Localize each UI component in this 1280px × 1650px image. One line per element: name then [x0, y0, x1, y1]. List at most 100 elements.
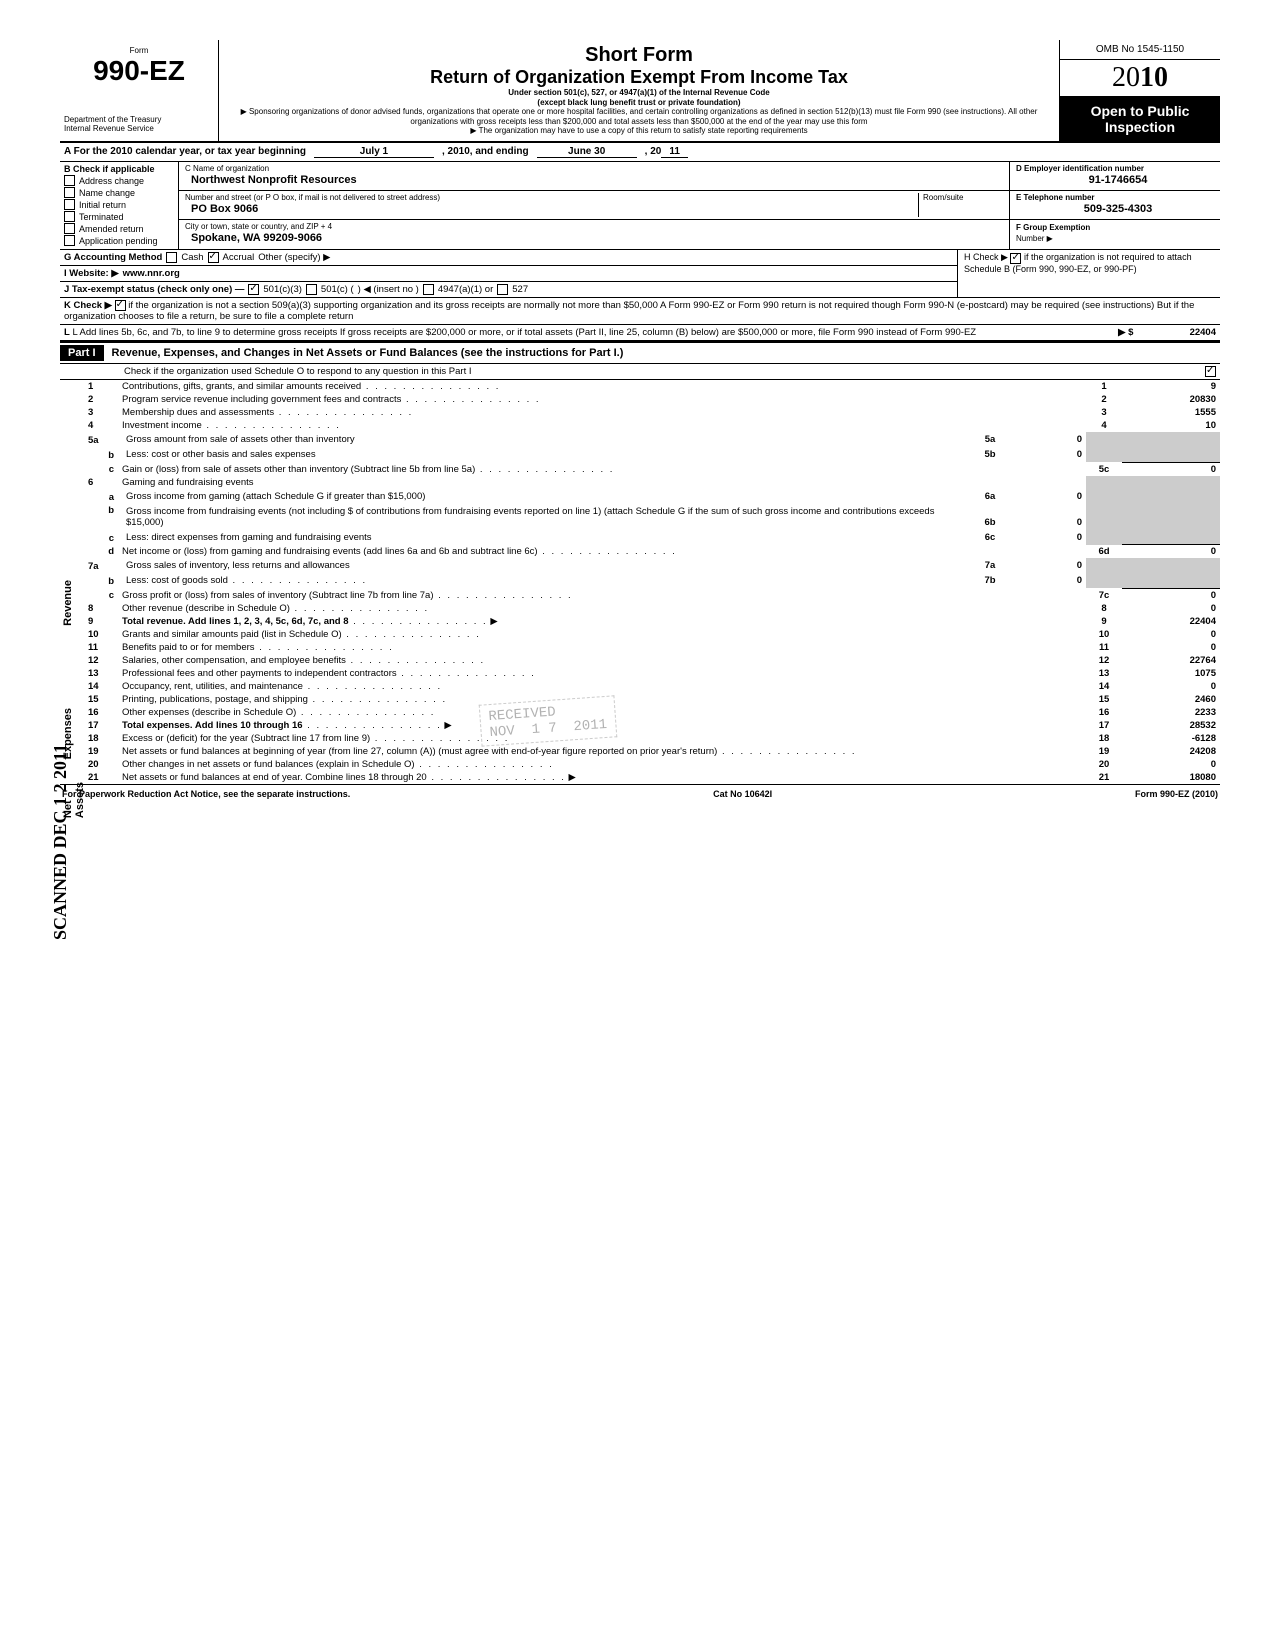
chk-4947[interactable] — [423, 284, 434, 295]
tax-year-end-month: June 30 — [537, 146, 637, 158]
open-to-public: Open to Public Inspection — [1060, 97, 1220, 141]
ein-value: 91-1746654 — [1016, 173, 1214, 188]
l-arrow: ▶ $ — [1118, 327, 1133, 338]
dept-line2: Internal Revenue Service — [64, 124, 154, 133]
row-a-text: A For the 2010 calendar year, or tax yea… — [64, 146, 306, 158]
footer-cat-no: Cat No 10642I — [713, 789, 772, 799]
j-label: J Tax-exempt status (check only one) — — [64, 284, 244, 295]
chk-initial-return[interactable]: Initial return — [64, 199, 174, 210]
dept-line1: Department of the Treasury — [64, 115, 161, 124]
chk-k[interactable] — [115, 300, 126, 311]
line-k: K Check ▶ if the organization is not a s… — [60, 298, 1220, 325]
line-13: 13Professional fees and other payments t… — [84, 667, 1220, 680]
line-l: L L Add lines 5b, 6c, and 7b, to line 9 … — [60, 325, 1220, 341]
form-page: SCANNED DEC 1 2 2011 Form 990-EZ Departm… — [60, 40, 1220, 803]
other-label: Other (specify) ▶ — [258, 252, 330, 263]
footer-left: For Paperwork Reduction Act Notice, see … — [62, 789, 350, 799]
year-prefix: 20 — [1112, 62, 1140, 93]
title-box: Short Form Return of Organization Exempt… — [219, 40, 1060, 141]
revenue-section: Revenue 1Contributions, gifts, grants, a… — [60, 380, 1220, 628]
line-g-accounting: G Accounting Method Cash Accrual Other (… — [60, 250, 957, 266]
chk-527[interactable] — [497, 284, 508, 295]
chk-cash[interactable] — [166, 252, 177, 263]
part1-title: Revenue, Expenses, and Changes in Net As… — [112, 347, 624, 359]
col-d-ids: D Employer identification number 91-1746… — [1010, 162, 1220, 249]
chk-label: Application pending — [79, 236, 158, 246]
k-label: K Check ▶ — [64, 300, 112, 311]
part1-check-line: Check if the organization used Schedule … — [60, 364, 1220, 380]
chk-label: Terminated — [79, 212, 124, 222]
right-box: OMB No 1545-1150 2010 Open to Public Ins… — [1060, 40, 1220, 141]
chk-name-change[interactable]: Name change — [64, 187, 174, 198]
chk-terminated[interactable]: Terminated — [64, 211, 174, 222]
chk-501c3[interactable] — [248, 284, 259, 295]
chk-amended[interactable]: Amended return — [64, 223, 174, 234]
org-city: Spokane, WA 99209-9066 — [185, 231, 1003, 246]
line-20: 20Other changes in net assets or fund ba… — [84, 758, 1220, 771]
dept-treasury: Department of the Treasury Internal Reve… — [64, 115, 214, 133]
row-a-yr-prefix: , 20 — [645, 146, 662, 158]
l-text: L Add lines 5b, 6c, and 7b, to line 9 to… — [72, 327, 976, 338]
line-12: 12Salaries, other compensation, and empl… — [84, 654, 1220, 667]
k-text: if the organization is not a section 509… — [64, 300, 1194, 322]
chk-501c[interactable] — [306, 284, 317, 295]
insert-no: ) ◀ (insert no ) — [358, 284, 419, 295]
line-10: 10Grants and similar amounts paid (list … — [84, 628, 1220, 641]
subtitle-except: (except black lung benefit trust or priv… — [229, 98, 1049, 108]
footer-form-id: Form 990-EZ (2010) — [1135, 789, 1218, 799]
netassets-label: Net Assets — [62, 782, 86, 818]
part1-header: Part I Revenue, Expenses, and Changes in… — [60, 341, 1220, 364]
accrual-label: Accrual — [223, 252, 255, 263]
chk-label: Name change — [79, 188, 135, 198]
line-1: 1Contributions, gifts, grants, and simil… — [84, 380, 1220, 393]
city-label: City or town, state or country, and ZIP … — [185, 222, 1003, 231]
line-j-status: J Tax-exempt status (check only one) — 5… — [60, 282, 957, 297]
tax-year: 2010 — [1060, 60, 1220, 97]
revenue-table: 1Contributions, gifts, grants, and simil… — [84, 380, 1220, 628]
row-a-mid: , 2010, and ending — [442, 146, 529, 158]
h-label: H Check ▶ — [964, 252, 1008, 262]
line-17: 17Total expenses. Add lines 10 through 1… — [84, 719, 1220, 732]
line-11: 11Benefits paid to or for members110 — [84, 641, 1220, 654]
open-line2: Inspection — [1105, 119, 1175, 135]
line-i-website: I Website: ▶ www.nnr.org — [60, 266, 957, 282]
org-name: Northwest Nonprofit Resources — [185, 173, 1003, 188]
501c-label: 501(c) ( — [321, 284, 354, 295]
cash-label: Cash — [181, 252, 203, 263]
chk-pending[interactable]: Application pending — [64, 235, 174, 246]
line-19: 19Net assets or fund balances at beginni… — [84, 745, 1220, 758]
form-id-box: Form 990-EZ Department of the Treasury I… — [60, 40, 219, 141]
subtitle-code: Under section 501(c), 527, or 4947(a)(1)… — [229, 88, 1049, 98]
revenue-label: Revenue — [62, 580, 74, 626]
phone-label: E Telephone number — [1016, 193, 1214, 202]
phone-value: 509-325-4303 — [1016, 202, 1214, 217]
chk-accrual[interactable] — [208, 252, 219, 263]
netassets-section: Net Assets 18Excess or (deficit) for the… — [60, 732, 1220, 784]
ein-label: D Employer identification number — [1016, 164, 1214, 173]
4947-label: 4947(a)(1) or — [438, 284, 493, 295]
expenses-table: 10Grants and similar amounts paid (list … — [84, 628, 1220, 732]
chk-schedule-b[interactable] — [1010, 253, 1021, 264]
chk-address-change[interactable]: Address change — [64, 175, 174, 186]
line-5b: bLess: cost or other basis and sales exp… — [84, 447, 1220, 462]
gross-receipts: 22404 — [1136, 327, 1216, 338]
line-6c: cLess: direct expenses from gaming and f… — [84, 530, 1220, 545]
chk-schedule-o[interactable] — [1205, 366, 1216, 377]
col-c-org-info: C Name of organization Northwest Nonprof… — [179, 162, 1010, 249]
form-header: Form 990-EZ Department of the Treasury I… — [60, 40, 1220, 143]
form-number: 990-EZ — [64, 55, 214, 87]
line-6: 6Gaming and fundraising events — [84, 476, 1220, 489]
title-short-form: Short Form — [229, 44, 1049, 67]
year-bold: 10 — [1140, 62, 1168, 93]
527-label: 527 — [512, 284, 528, 295]
title-return: Return of Organization Exempt From Incom… — [229, 67, 1049, 88]
col-b-checkboxes: B Check if applicable Address change Nam… — [60, 162, 179, 249]
netassets-table: 18Excess or (deficit) for the year (Subt… — [84, 732, 1220, 784]
addr-label: Number and street (or P O box, if mail i… — [185, 193, 918, 202]
line-6d: dNet income or (loss) from gaming and fu… — [84, 545, 1220, 559]
501c3-label: 501(c)(3) — [263, 284, 302, 295]
tax-year-end: 11 — [661, 146, 688, 158]
group-label: F Group Exemption — [1016, 223, 1090, 232]
website-label: I Website: ▶ — [64, 268, 119, 279]
line-9: 9Total revenue. Add lines 1, 2, 3, 4, 5c… — [84, 615, 1220, 628]
